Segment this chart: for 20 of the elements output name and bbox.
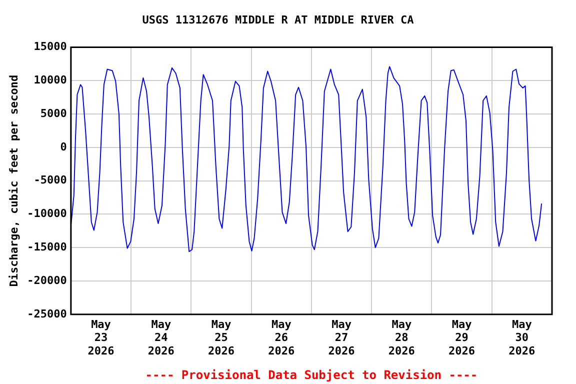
chart-title: USGS 11312676 MIDDLE R AT MIDDLE RIVER CA — [142, 13, 414, 26]
x-tick-label: May 29 2026 — [448, 318, 476, 358]
x-tick-label: May 23 2026 — [88, 318, 115, 358]
x-tick-label: May 28 2026 — [388, 318, 416, 358]
y-tick-label: -15000 — [27, 240, 67, 254]
y-axis-title: Discharge, cubic feet per second — [7, 74, 20, 287]
y-tick-label: -5000 — [34, 174, 67, 187]
y-tick-label: -20000 — [27, 274, 67, 287]
y-tick-label: 15000 — [34, 40, 67, 54]
y-tick-label: 5000 — [40, 106, 67, 120]
x-tick-label: May 26 2026 — [268, 318, 296, 358]
y-tick-label: 0 — [60, 140, 67, 154]
x-tick-label: May 24 2026 — [148, 318, 175, 358]
text: ---- Provisional Data Subject to Revision ---- — [145, 368, 478, 382]
x-tick-label: May 25 2026 — [208, 318, 235, 358]
y-tick-label: 10000 — [34, 73, 67, 86]
x-tick-label: May 30 2026 — [508, 318, 536, 358]
y-tick-label: -10000 — [27, 207, 67, 220]
x-tick-label: May 27 2026 — [328, 318, 356, 358]
y-tick-label: -25000 — [27, 307, 67, 320]
